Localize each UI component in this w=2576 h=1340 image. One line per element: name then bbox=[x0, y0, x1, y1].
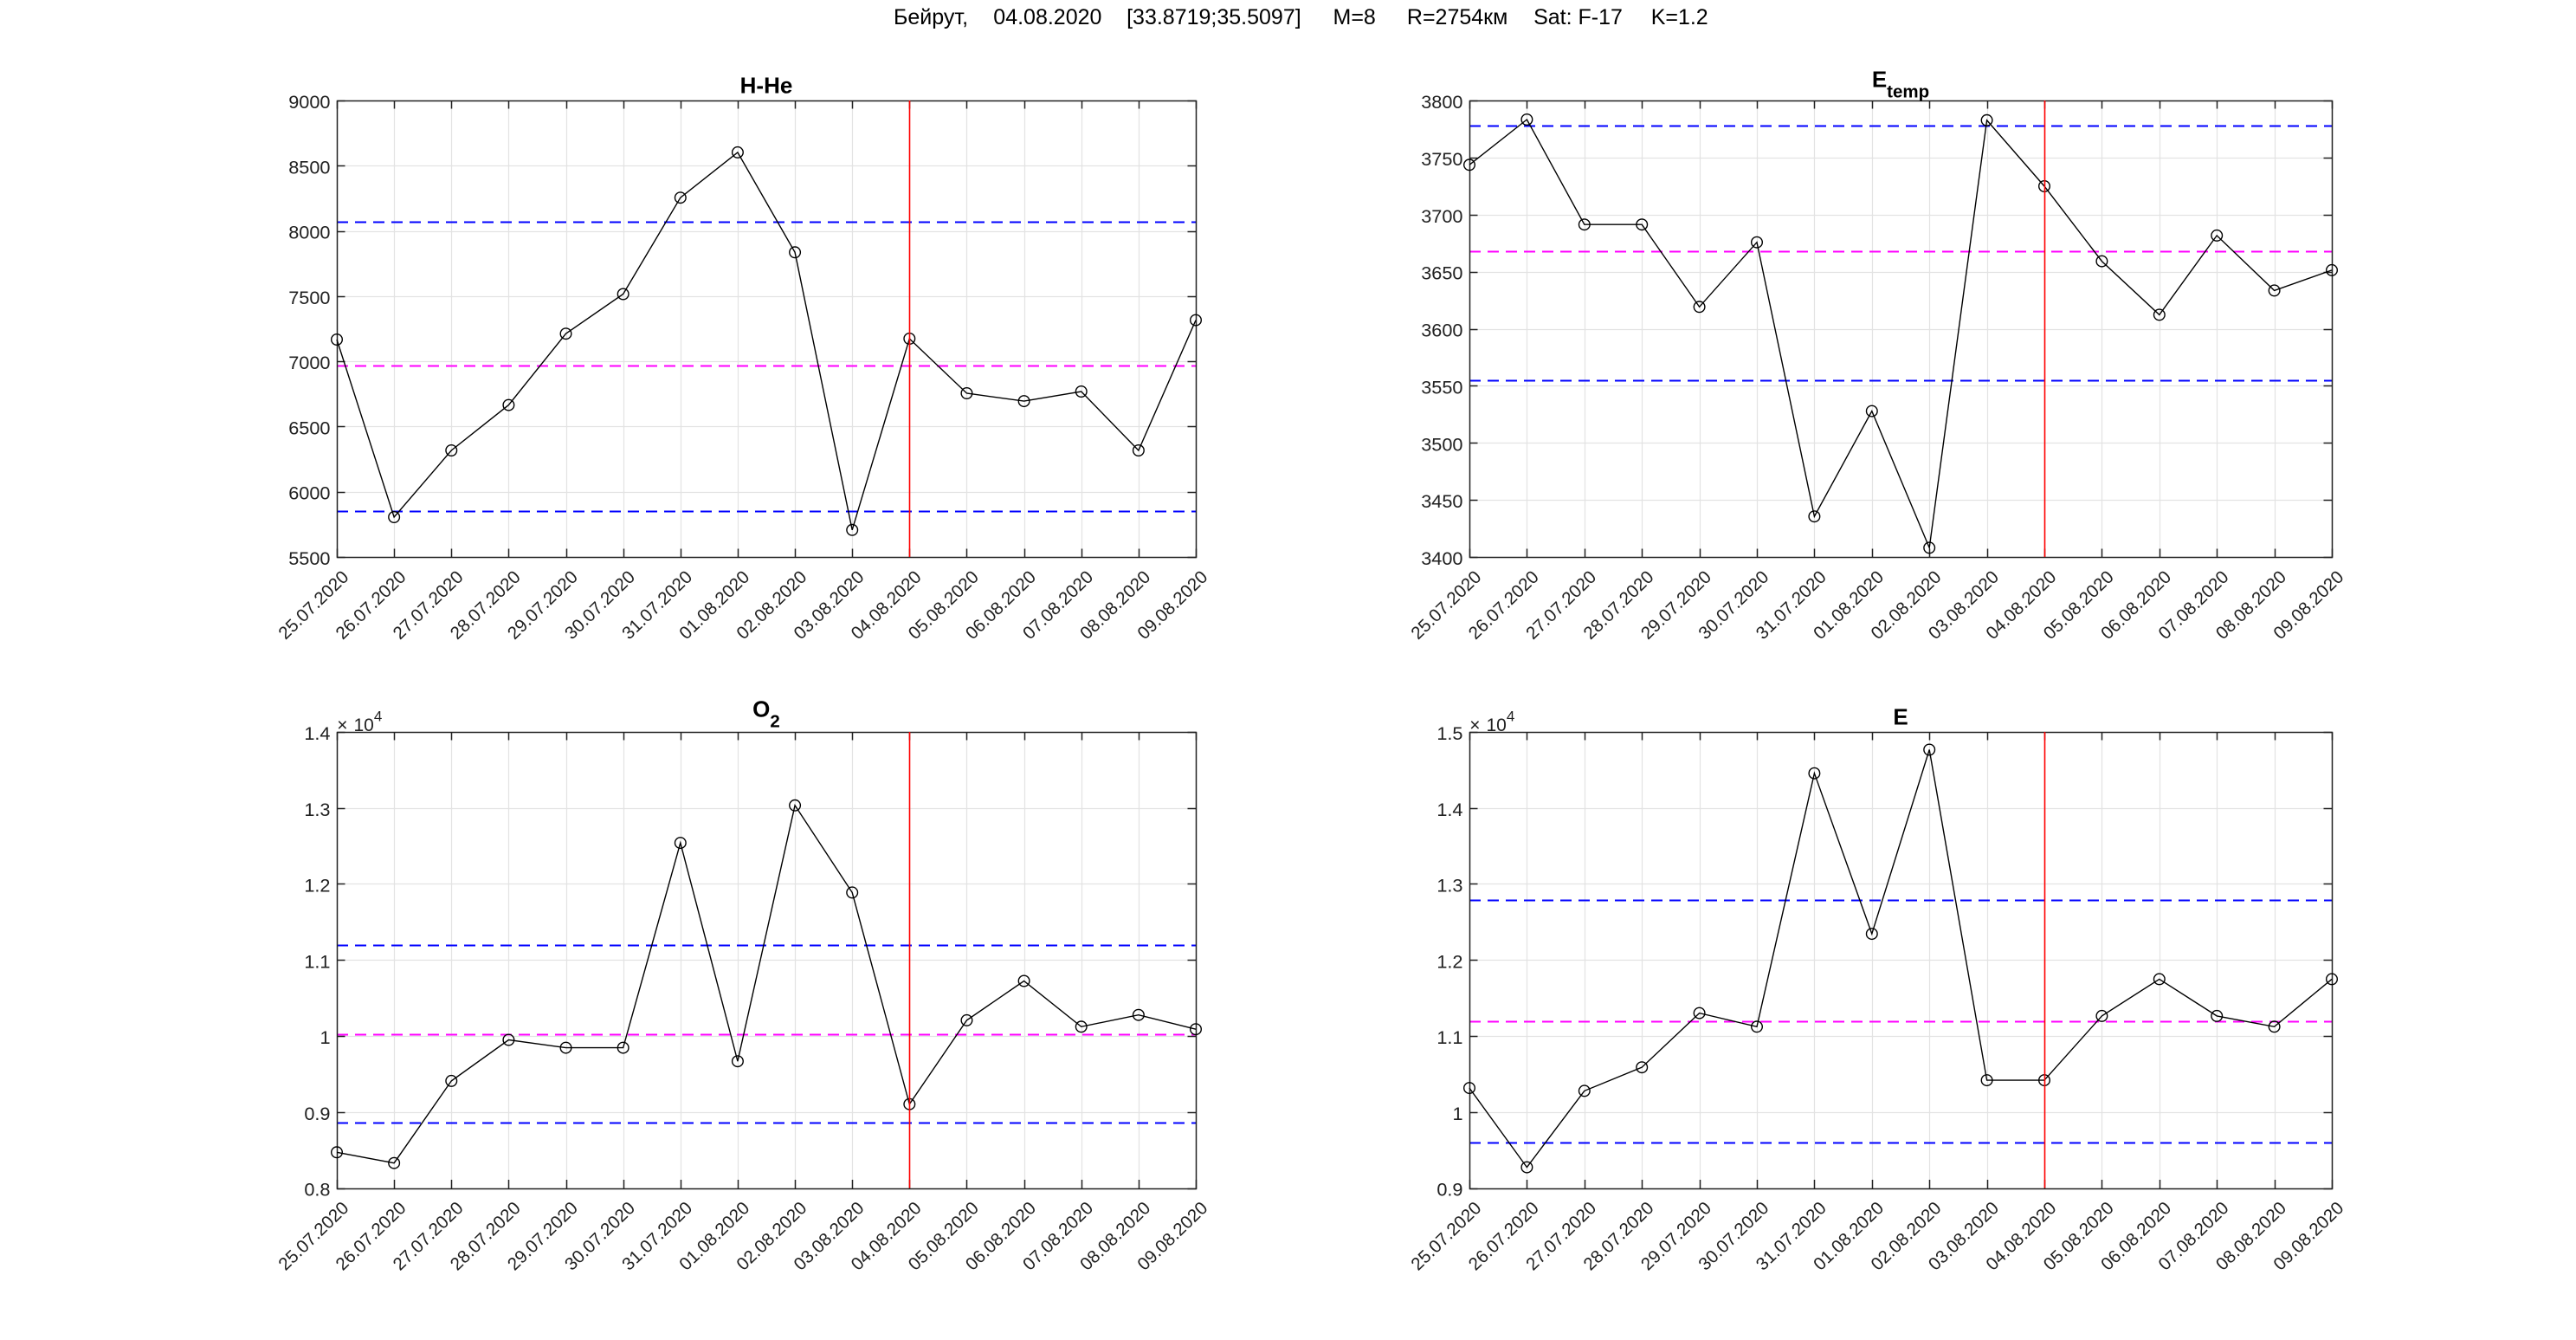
svg-text:M=8: M=8 bbox=[1333, 5, 1376, 29]
svg-text:1.3: 1.3 bbox=[304, 799, 330, 820]
svg-text:8000: 8000 bbox=[288, 222, 330, 243]
svg-text:Бейрут,: Бейрут, bbox=[894, 5, 968, 29]
svg-text:3800: 3800 bbox=[1421, 91, 1462, 113]
svg-text:1.1: 1.1 bbox=[1436, 1026, 1462, 1048]
svg-text:1: 1 bbox=[320, 1026, 330, 1048]
svg-text:6000: 6000 bbox=[288, 482, 330, 504]
svg-text:3500: 3500 bbox=[1421, 433, 1462, 455]
svg-text:H-He: H-He bbox=[740, 73, 793, 99]
svg-text:1.5: 1.5 bbox=[1436, 722, 1462, 744]
svg-text:3600: 3600 bbox=[1421, 320, 1462, 341]
svg-text:1.4: 1.4 bbox=[304, 722, 330, 744]
svg-text:5500: 5500 bbox=[288, 547, 330, 569]
svg-text:E: E bbox=[1893, 704, 1908, 730]
svg-text:R=2754км: R=2754км bbox=[1407, 5, 1508, 29]
svg-text:1.2: 1.2 bbox=[304, 875, 330, 897]
svg-text:0.9: 0.9 bbox=[1436, 1179, 1462, 1201]
svg-text:8500: 8500 bbox=[288, 156, 330, 178]
svg-text:3400: 3400 bbox=[1421, 547, 1462, 569]
svg-text:1.4: 1.4 bbox=[1436, 799, 1462, 820]
svg-text:1.3: 1.3 bbox=[1436, 875, 1462, 897]
svg-text:3650: 3650 bbox=[1421, 262, 1462, 284]
svg-text:1.1: 1.1 bbox=[304, 950, 330, 972]
svg-text:3550: 3550 bbox=[1421, 376, 1462, 398]
svg-text:04.08.2020: 04.08.2020 bbox=[993, 5, 1101, 29]
svg-text:[33.8719;35.5097]: [33.8719;35.5097] bbox=[1127, 5, 1301, 29]
svg-text:9000: 9000 bbox=[288, 91, 330, 113]
svg-text:7500: 7500 bbox=[288, 287, 330, 308]
svg-text:0.9: 0.9 bbox=[304, 1103, 330, 1124]
svg-text:3700: 3700 bbox=[1421, 205, 1462, 227]
svg-text:1.2: 1.2 bbox=[1436, 950, 1462, 972]
svg-text:3750: 3750 bbox=[1421, 148, 1462, 170]
svg-text:0.8: 0.8 bbox=[304, 1179, 330, 1201]
svg-text:6500: 6500 bbox=[288, 417, 330, 438]
svg-text:3450: 3450 bbox=[1421, 490, 1462, 512]
svg-text:Sat: F-17: Sat: F-17 bbox=[1533, 5, 1623, 29]
svg-text:1: 1 bbox=[1452, 1103, 1462, 1124]
svg-text:7000: 7000 bbox=[288, 352, 330, 373]
svg-text:K=1.2: K=1.2 bbox=[1651, 5, 1708, 29]
